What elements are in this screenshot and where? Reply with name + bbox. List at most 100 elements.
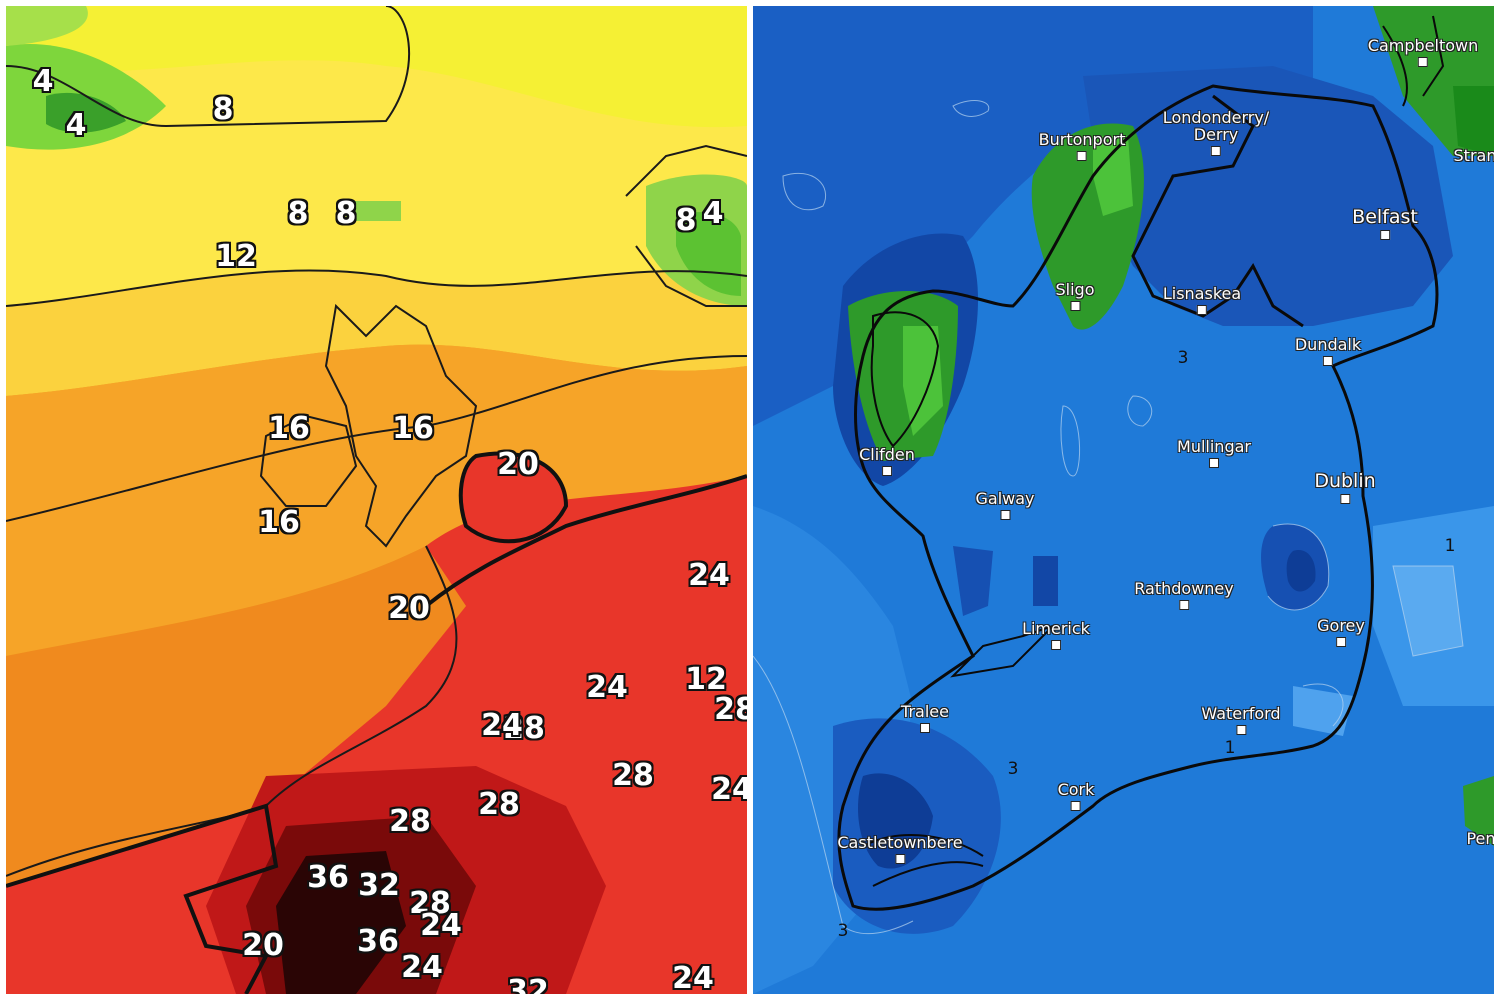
city-sligo: Sligo [1055, 280, 1095, 311]
isotherm-label: 4 [65, 108, 87, 143]
city-marker-icon [1380, 229, 1390, 240]
city-label: Lisnaskea [1162, 284, 1242, 303]
city-label: Sligo [1055, 280, 1095, 299]
city-cork: Cork [1057, 780, 1095, 811]
city-label: Londonderry/ [1162, 108, 1270, 127]
isotherm-label: 24 [420, 908, 462, 943]
city-dublin: Dublin [1314, 470, 1376, 504]
city-label: Mullingar [1177, 437, 1251, 456]
city-label: Dundalk [1294, 335, 1362, 354]
city-castletownbere: Castletownbere [837, 833, 963, 864]
isotherm-label: 28 [409, 886, 451, 921]
isotherm-label: 36 [307, 860, 349, 895]
city-limerick: Limerick [1022, 619, 1090, 650]
city-label: Rathdowney [1134, 579, 1234, 598]
city-stran: Stran [1453, 146, 1494, 165]
city-marker-icon [1417, 56, 1428, 67]
city-londonderry: Londonderry/ Derry [1162, 108, 1270, 156]
city-label: Dublin [1314, 470, 1376, 492]
contour-label: 3 [1177, 348, 1189, 368]
city-label: Belfast [1352, 206, 1418, 228]
isotherm-label: 16 [392, 411, 434, 446]
isotherm-label: 4 [32, 64, 54, 99]
city-rathdowney: Rathdowney [1134, 579, 1234, 610]
city-label: Cork [1057, 780, 1095, 799]
isotherm-label: 8 [675, 203, 697, 238]
isotherm-label: 36 [357, 924, 399, 959]
isotherm-label: 20 [242, 928, 284, 963]
city-marker-icon [1071, 800, 1081, 811]
contour-label: 1 [1444, 536, 1456, 556]
city-marker-icon [999, 509, 1010, 520]
city-label: Castletownbere [837, 833, 963, 852]
isotherm-label: 4 [702, 196, 724, 231]
city-marker-icon [894, 853, 905, 864]
isotherm-label: 24 [481, 708, 523, 743]
isotherm-label: 16 [268, 411, 310, 446]
city-marker-icon [1323, 355, 1333, 366]
city-label: Galway [975, 489, 1035, 508]
city-marker-icon [882, 465, 892, 476]
isotherm-label: 32 [507, 974, 549, 995]
city-label: Stran [1453, 146, 1494, 165]
city-label: Burtonport [1038, 130, 1126, 149]
city-marker-icon [920, 722, 930, 733]
city-marker-icon [1070, 300, 1080, 311]
city-mullingar: Mullingar [1177, 437, 1251, 468]
city-belfast: Belfast [1352, 206, 1418, 240]
isotherm-label: 28 [503, 711, 545, 746]
city-label: Gorey [1317, 616, 1365, 635]
city-marker-icon [1179, 599, 1189, 610]
isotherm-label: 28 [389, 804, 431, 839]
isotherm-label: 24 [688, 558, 730, 593]
city-label: Derry [1193, 124, 1239, 144]
contour-label: 3 [1007, 759, 1019, 779]
city-marker-icon [1076, 150, 1087, 161]
isotherm-label: 24 [586, 670, 628, 705]
isotherm-label: 20 [388, 591, 430, 626]
city-gorey: Gorey [1317, 616, 1365, 647]
isotherm-label: 32 [358, 868, 400, 903]
city-label: Clifden [859, 445, 915, 464]
city-label: Tralee [901, 702, 949, 721]
isotherm-label: 28 [478, 787, 520, 822]
temperature-map-panel: 4 4 8 8 8 8 4 12 16 16 16 20 20 24 24 28… [6, 6, 747, 994]
city-marker-icon [1209, 457, 1219, 468]
city-tralee: Tralee [901, 702, 949, 733]
isotherm-label: 8 [287, 196, 309, 231]
city-clifden: Clifden [859, 445, 915, 476]
city-label: Pen [1466, 829, 1494, 848]
city-marker-icon [1210, 145, 1221, 156]
isotherm-label: 8 [212, 92, 234, 127]
contour-label: 1 [1224, 738, 1236, 758]
isotherm-label: 16 [258, 505, 300, 540]
city-marker-icon [1235, 724, 1246, 735]
city-lisnaskea: Lisnaskea [1162, 284, 1242, 315]
city-burtonport: Burtonport [1038, 130, 1126, 161]
isotherm-label: 24 [711, 772, 747, 807]
city-label: Waterford [1201, 704, 1281, 723]
city-dundalk: Dundalk [1294, 335, 1362, 366]
city-label: Campbeltown [1367, 36, 1479, 55]
ireland-map-graphic [753, 6, 1494, 994]
city-pen: Pen [1466, 829, 1494, 848]
isotherm-label: 28 [612, 758, 654, 793]
city-campbeltown: Campbeltown [1367, 36, 1479, 67]
isotherm-label: 20 [497, 447, 539, 482]
isotherm-label: 24 [401, 950, 443, 985]
city-label: Limerick [1022, 619, 1090, 638]
city-marker-icon [1335, 636, 1346, 647]
temperature-map-graphic [6, 6, 747, 994]
city-galway: Galway [975, 489, 1035, 520]
isotherm-label: 8 [335, 196, 357, 231]
city-marker-icon [1196, 304, 1207, 315]
isotherm-label: 12 [685, 662, 727, 697]
city-marker-icon [1340, 493, 1350, 504]
isotherm-label: 24 [672, 961, 714, 994]
isotherm-label: 12 [215, 239, 257, 274]
city-marker-icon [1051, 639, 1061, 650]
contour-label: 3 [837, 921, 849, 941]
ireland-map-panel: 3 1 3 1 3 Campbeltown Londonderry/ Derry… [753, 6, 1494, 994]
isotherm-label: 28 [714, 692, 747, 727]
city-waterford: Waterford [1201, 704, 1281, 735]
